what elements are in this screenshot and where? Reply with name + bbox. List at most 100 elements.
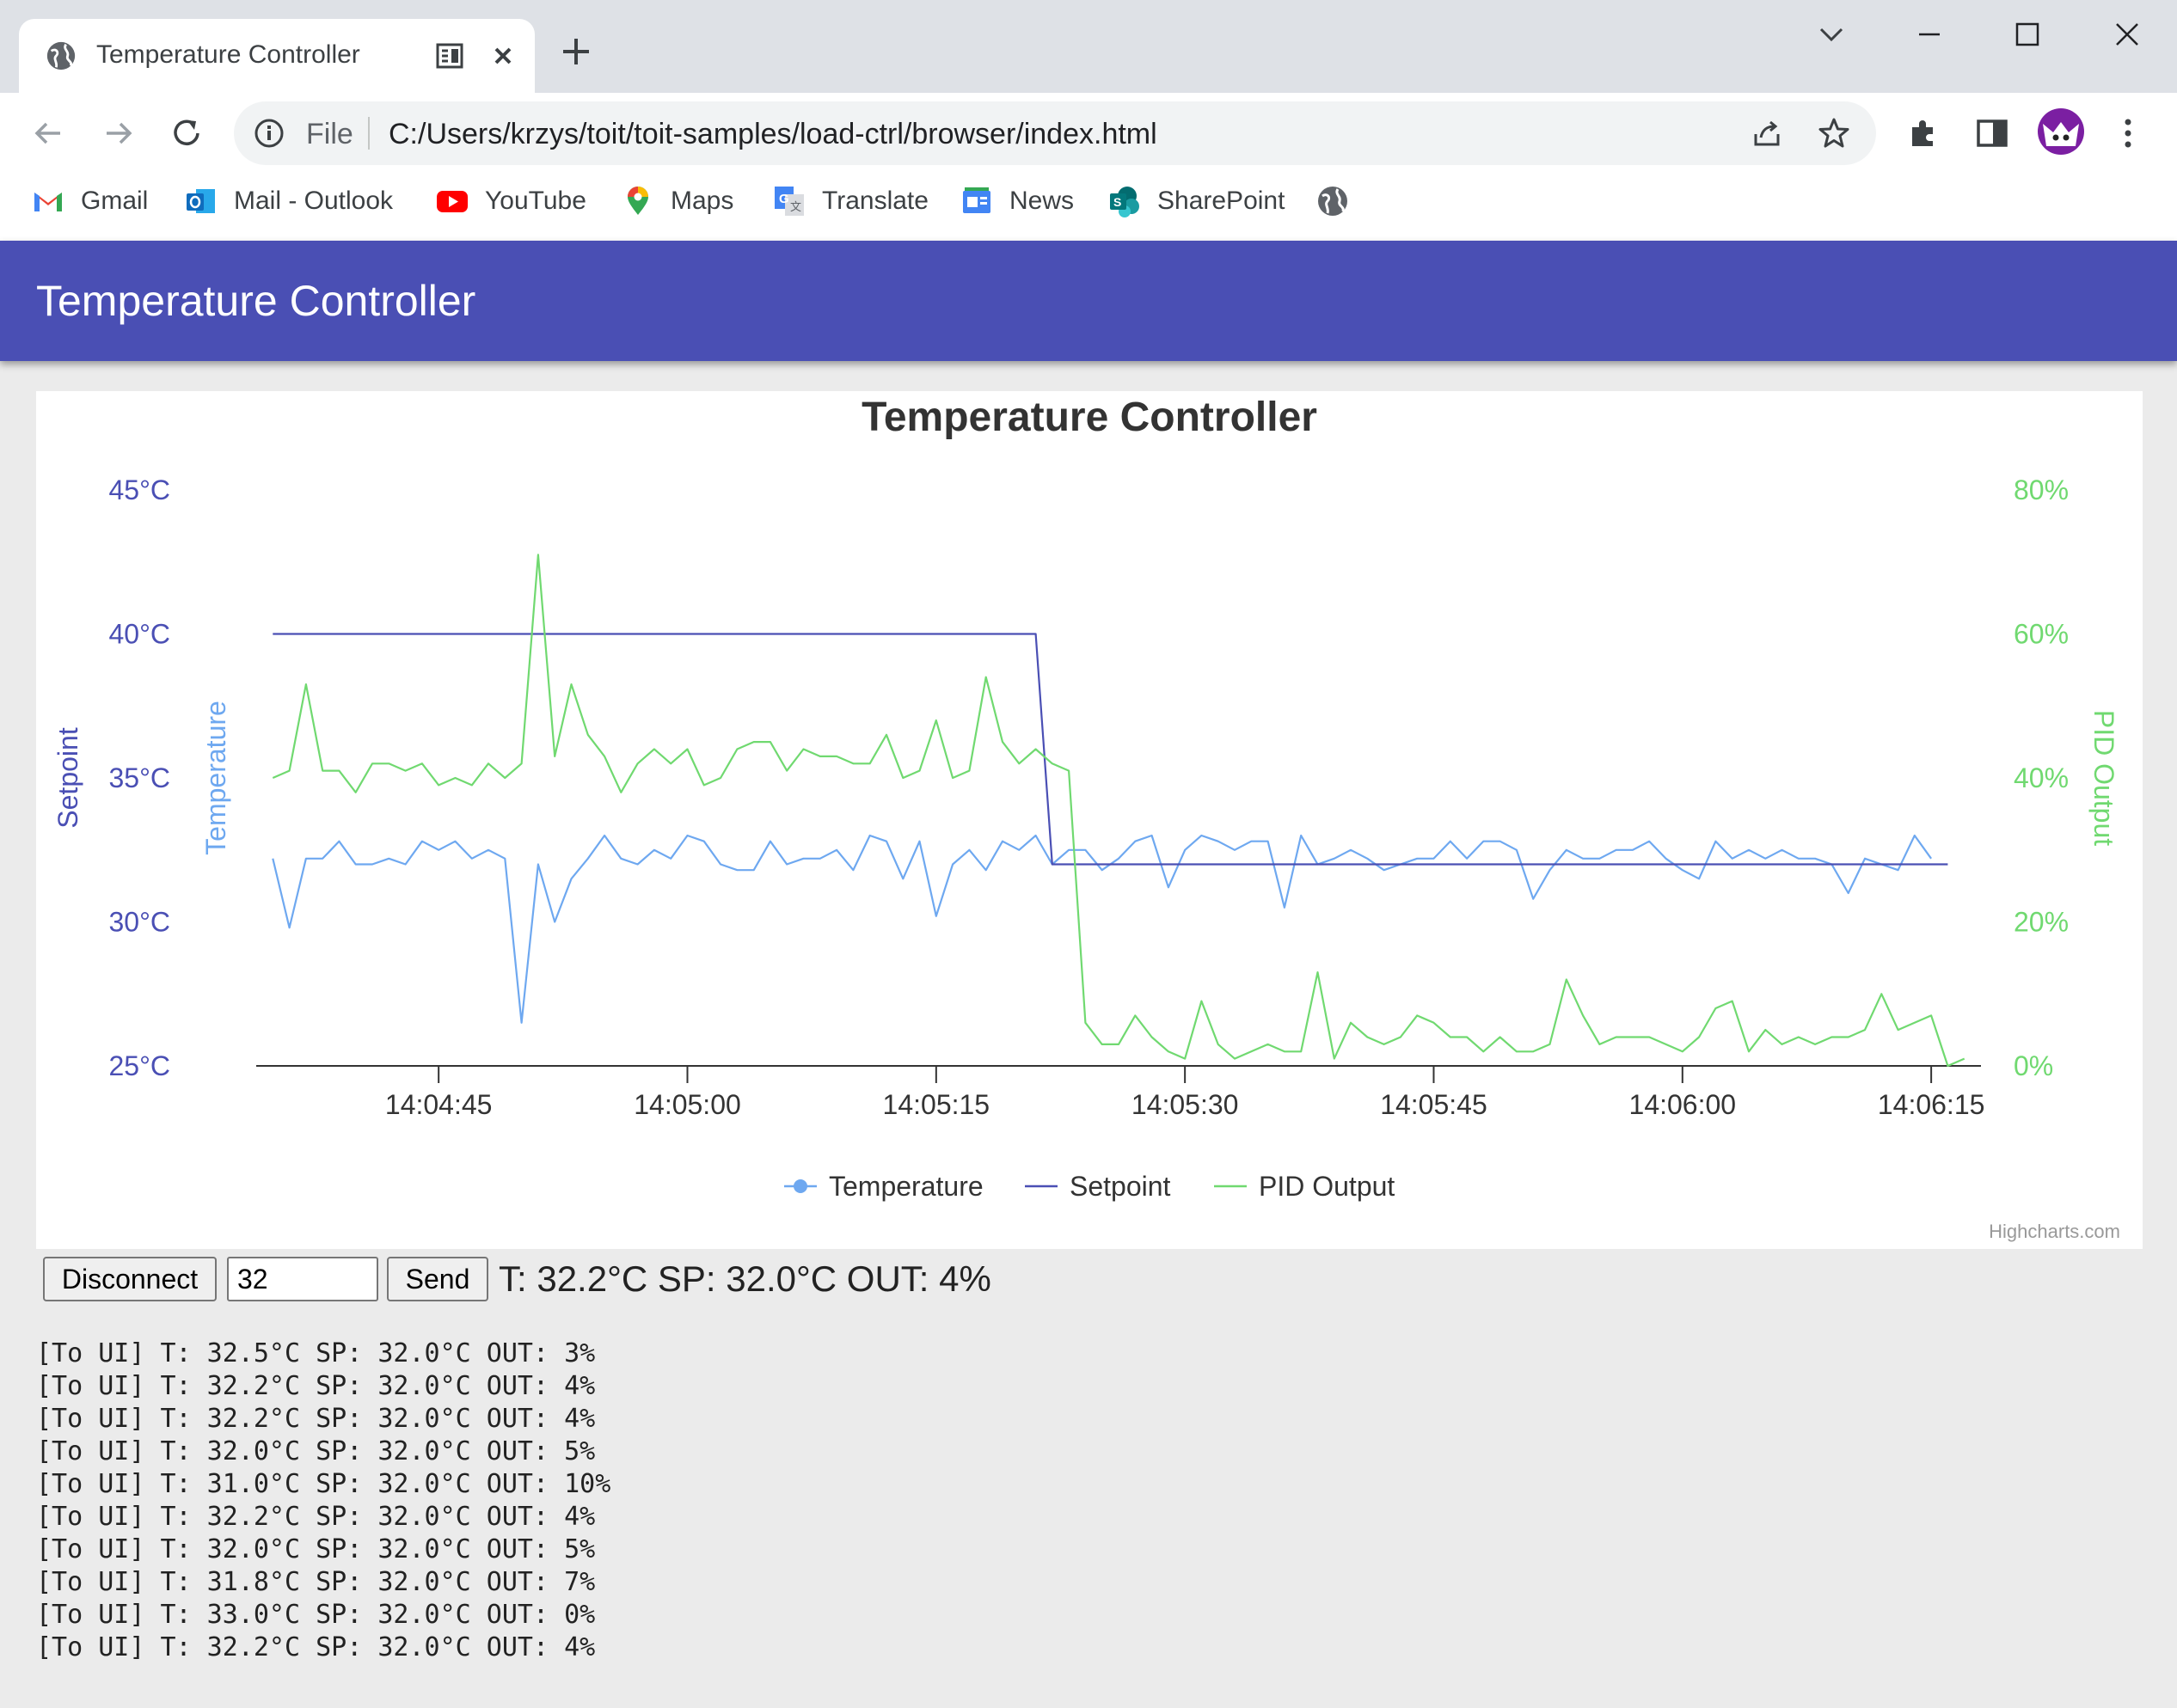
reload-icon[interactable] xyxy=(167,113,206,153)
series-line-pid-output xyxy=(272,554,1965,1068)
x-tick-label: 14:05:45 xyxy=(1380,1089,1487,1120)
y-left-tick-label: 45°C xyxy=(109,474,171,505)
outlook-icon xyxy=(187,189,215,213)
minimize-icon[interactable] xyxy=(1912,17,1947,52)
x-tick-label: 14:06:00 xyxy=(1629,1089,1737,1120)
y-right-tick-label: 0% xyxy=(2014,1050,2053,1081)
log-line: [To UI] T: 32.5°C SP: 32.0°C OUT: 3% xyxy=(36,1338,596,1368)
svg-text:文: 文 xyxy=(790,200,801,213)
y-right-tick-label: 80% xyxy=(2014,474,2069,505)
youtube-icon xyxy=(437,191,468,212)
series-line-temperature xyxy=(272,834,1932,1024)
bookmark-unnamed[interactable] xyxy=(1315,182,1365,220)
bookmark-label: YouTube xyxy=(485,187,586,215)
legend-item-label: PID Output xyxy=(1259,1171,1395,1202)
chart-container: Temperature Controller 25°C 30°C 35°C 40°C 45… xyxy=(36,391,2143,1249)
bookmark-translate[interactable]: G 文 Translate xyxy=(772,182,929,220)
message-log: [To UI] T: 32.5°C SP: 32.0°C OUT: 3% [To … xyxy=(36,1338,610,1664)
close-tab-icon[interactable] xyxy=(488,41,518,70)
globe-icon xyxy=(46,41,76,70)
bookmarks-bar: Gmail Mail - Outlook YouTube Maps G 文 xyxy=(0,174,2177,241)
bookmark-label: Translate xyxy=(822,187,929,215)
log-line: [To UI] T: 31.0°C SP: 32.0°C OUT: 10% xyxy=(36,1469,611,1499)
y-right-tick-label: 60% xyxy=(2014,619,2069,650)
legend-item-label: Setpoint xyxy=(1070,1171,1171,1202)
y-left-axis-title: Setpoint xyxy=(52,727,83,829)
log-line: [To UI] T: 31.8°C SP: 32.0°C OUT: 7% xyxy=(36,1567,596,1597)
svg-text:S: S xyxy=(1113,195,1121,209)
globe-icon xyxy=(1318,187,1347,216)
setpoint-input[interactable]: 32 xyxy=(227,1257,378,1301)
log-line: [To UI] T: 32.2°C SP: 32.0°C OUT: 4% xyxy=(36,1502,596,1532)
chart-title: Temperature Controller xyxy=(862,395,1317,440)
y-left-tick-label: 25°C xyxy=(109,1050,171,1081)
bookmark-gmail[interactable]: Gmail xyxy=(31,182,148,220)
bookmark-label: SharePoint xyxy=(1157,187,1285,215)
bookmark-outlook[interactable]: Mail - Outlook xyxy=(184,182,393,220)
series-line-setpoint xyxy=(273,633,1948,866)
y-left-tick-label: 35°C xyxy=(109,762,171,793)
address-bar[interactable]: File C:/Users/krzys/toit/toit-samples/lo… xyxy=(234,101,1876,165)
close-window-icon[interactable] xyxy=(2110,17,2144,52)
x-tick-label: 14:04:45 xyxy=(385,1089,493,1120)
scheme-label: File xyxy=(306,118,353,150)
y-left-tick-label: 30°C xyxy=(109,907,171,938)
x-tick-label: 14:05:15 xyxy=(883,1089,990,1120)
sharepoint-icon: S xyxy=(1110,187,1139,217)
log-line: [To UI] T: 32.2°C SP: 32.0°C OUT: 4% xyxy=(36,1371,596,1401)
gmail-icon xyxy=(34,193,62,211)
y-left-inner-axis-title: Temperature xyxy=(200,701,231,855)
y-right-axis-title: PID Output xyxy=(2088,710,2119,846)
status-readout: T: 32.2°C SP: 32.0°C OUT: 4% xyxy=(499,1258,991,1299)
page-title: Temperature Controller xyxy=(36,277,476,325)
log-line: [To UI] T: 32.2°C SP: 32.0°C OUT: 4% xyxy=(36,1404,596,1434)
legend-marker xyxy=(794,1179,807,1193)
browser-tab[interactable]: Temperature Controller xyxy=(19,19,535,93)
temperature-chart: Temperature Controller 25°C 30°C 35°C 40°C 45… xyxy=(52,395,2120,1242)
bookmark-label: News xyxy=(1009,187,1075,215)
new-tab-icon[interactable] xyxy=(559,34,593,69)
reading-mode-icon[interactable] xyxy=(435,41,464,70)
url-text[interactable]: C:/Users/krzys/toit/toit-samples/load-ct… xyxy=(389,118,1157,150)
bookmark-label: Gmail xyxy=(81,187,149,215)
y-right-tick-label: 20% xyxy=(2014,907,2069,938)
bookmark-star-icon[interactable] xyxy=(1816,115,1852,151)
back-icon[interactable] xyxy=(29,113,69,153)
bookmark-news[interactable]: News xyxy=(960,182,1074,220)
x-tick-label: 14:06:15 xyxy=(1878,1089,1985,1120)
svg-text:G: G xyxy=(779,192,789,206)
send-button[interactable]: Send xyxy=(387,1257,488,1301)
side-panel-icon[interactable] xyxy=(1972,113,2012,153)
log-line: [To UI] T: 32.2°C SP: 32.0°C OUT: 4% xyxy=(36,1632,596,1662)
maximize-icon[interactable] xyxy=(2010,17,2045,52)
omnibox-divider xyxy=(368,117,370,150)
x-tick-label: 14:05:30 xyxy=(1131,1089,1239,1120)
log-line: [To UI] T: 32.0°C SP: 32.0°C OUT: 5% xyxy=(36,1436,596,1466)
x-tick-label: 14:05:00 xyxy=(634,1089,741,1120)
kebab-menu-icon[interactable] xyxy=(2108,113,2148,153)
extensions-icon[interactable] xyxy=(1904,113,1943,153)
news-icon xyxy=(963,187,990,213)
bookmark-maps[interactable]: Maps xyxy=(621,182,733,220)
bookmark-youtube[interactable]: YouTube xyxy=(435,182,586,220)
tab-title: Temperature Controller xyxy=(96,40,360,69)
bookmark-label: Mail - Outlook xyxy=(234,187,394,215)
chevron-down-icon[interactable] xyxy=(1814,17,1849,52)
y-right-tick-label: 40% xyxy=(2014,762,2069,793)
translate-icon: G 文 xyxy=(775,187,804,216)
browser-titlebar: Temperature Controller xyxy=(0,0,2177,93)
log-line: [To UI] T: 32.0°C SP: 32.0°C OUT: 5% xyxy=(36,1534,596,1564)
bookmark-label: Maps xyxy=(671,187,734,215)
legend-item-label: Temperature xyxy=(829,1171,984,1202)
bookmark-sharepoint[interactable]: S SharePoint xyxy=(1107,182,1285,220)
y-left-tick-label: 40°C xyxy=(109,619,171,650)
forward-icon[interactable] xyxy=(98,113,138,153)
log-line: [To UI] T: 33.0°C SP: 32.0°C OUT: 0% xyxy=(36,1600,596,1630)
share-icon[interactable] xyxy=(1749,115,1785,151)
app-header: Temperature Controller xyxy=(0,241,2177,361)
browser-toolbar: File C:/Users/krzys/toit/toit-samples/lo… xyxy=(0,93,2177,174)
disconnect-button[interactable]: Disconnect xyxy=(43,1257,217,1301)
info-icon[interactable] xyxy=(253,117,285,150)
profile-avatar-icon[interactable] xyxy=(2036,107,2086,156)
maps-icon xyxy=(628,187,648,215)
